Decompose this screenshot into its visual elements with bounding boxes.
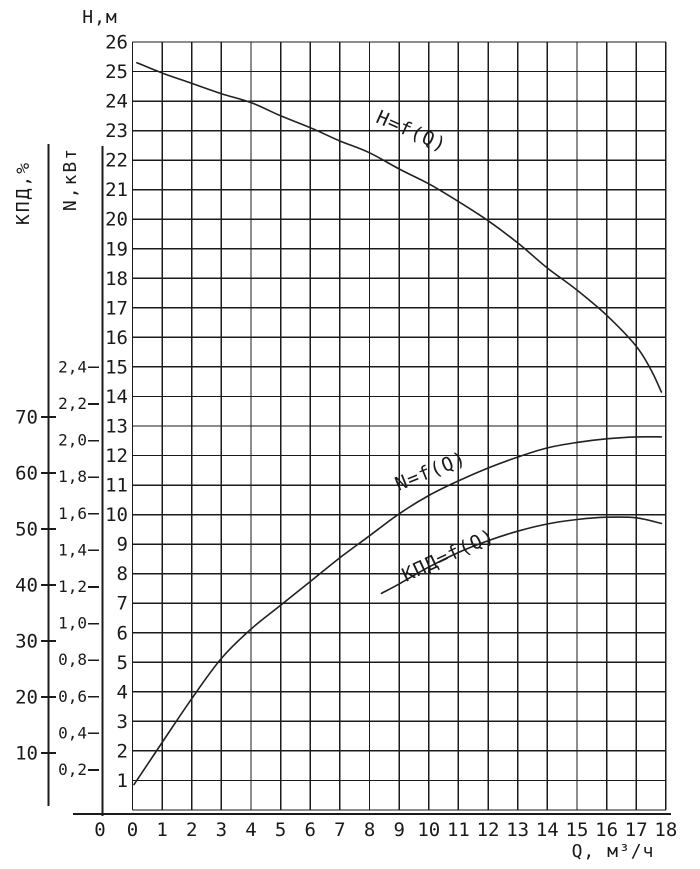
n-tick-label: 1,8 [58, 467, 87, 486]
q-tick-label: 9 [393, 819, 404, 841]
h-tick-label: 23 [105, 120, 128, 142]
q-tick-label: 0 [127, 819, 138, 841]
q-tick-label: 11 [447, 819, 470, 841]
n-tick-label: 2,4 [58, 357, 87, 376]
q-tick-label: 6 [305, 819, 316, 841]
curves [133, 61, 663, 786]
q-tick-label: 5 [275, 819, 286, 841]
curve-kpd [380, 516, 663, 595]
n-tick-label: 0,6 [58, 687, 87, 706]
q-tick-label: 16 [595, 819, 618, 841]
h-tick-label: 22 [105, 150, 128, 172]
kpd-tick-label: 10 [15, 743, 38, 765]
n-tick-label: 0,4 [58, 723, 87, 742]
q-tick-label: 3 [216, 819, 227, 841]
n-tick-label: 2,2 [58, 394, 87, 413]
q-tick-label: 13 [506, 819, 529, 841]
kpd-tick-label: 50 [15, 519, 38, 541]
n-tick-label: 2,0 [58, 431, 87, 450]
h-tick-label: 11 [105, 475, 128, 497]
grid [131, 41, 667, 811]
h-tick-label: 24 [105, 91, 128, 113]
h-tick-label: 16 [105, 327, 128, 349]
h-tick-label: 20 [105, 209, 128, 231]
h-tick-label: 9 [117, 534, 128, 556]
q-tick-label: 10 [417, 819, 440, 841]
n-tick-label: 1,6 [58, 504, 87, 523]
h-tick-label: 19 [105, 238, 128, 260]
n-tick-label: 0,8 [58, 650, 87, 669]
h-tick-label: 4 [117, 681, 128, 703]
h-tick-label: 18 [105, 268, 128, 290]
h-tick-label: 10 [105, 504, 128, 526]
q-axis-title: Q, м³/ч [572, 841, 655, 862]
curve-h [136, 61, 663, 393]
n-tick-label: 1,0 [58, 614, 87, 633]
n-tick-label: 1,2 [58, 577, 87, 596]
h-tick-label: 7 [117, 593, 128, 615]
h-tick-label: 1 [117, 770, 128, 792]
kpd-tick-label: 30 [15, 631, 38, 653]
q-tick-label: 15 [566, 819, 589, 841]
q-tick-label: 4 [245, 819, 256, 841]
n-tick-label: 1,4 [58, 540, 87, 559]
kpd-tick-label: 70 [15, 407, 38, 429]
q-tick-label: 17 [625, 819, 648, 841]
h-tick-label: 13 [105, 415, 128, 437]
kpd-axis-title: КПД,% [13, 161, 34, 225]
q-tick-label: 7 [334, 819, 345, 841]
n-axis-title: N,кВт [60, 147, 81, 211]
curve-label-h: H=f(Q) [373, 106, 450, 156]
q-tick-label: 1 [156, 819, 167, 841]
n-tick-label: 0,2 [58, 760, 87, 779]
curve-label-kpd: КПД=f(Q) [399, 525, 498, 587]
kpd-tick-label: 60 [15, 463, 38, 485]
q-tick-label: 8 [364, 819, 375, 841]
h-tick-label: 17 [105, 297, 128, 319]
h-tick-label: 14 [105, 386, 128, 408]
axis-lines [47, 144, 671, 816]
h-tick-label: 12 [105, 445, 128, 467]
h-tick-label: 8 [117, 563, 128, 585]
kpd-tick-label: 20 [15, 687, 38, 709]
q-tick-label: 14 [536, 819, 559, 841]
h-axis-title: Н,м [82, 7, 118, 28]
q-tick-label: 18 [654, 819, 677, 841]
h-tick-label: 2 [117, 740, 128, 762]
h-tick-label: 26 [105, 32, 128, 54]
curve-n [133, 435, 663, 786]
tick-marks-and-labels: 2625242322212019181716151413121110987654… [15, 32, 677, 842]
q-tick-label: 12 [477, 819, 500, 841]
aux-origin-zero: 0 [94, 819, 105, 841]
h-tick-label: 15 [105, 356, 128, 378]
q-tick-label: 2 [186, 819, 197, 841]
h-tick-label: 6 [117, 622, 128, 644]
h-tick-label: 21 [105, 179, 128, 201]
h-tick-label: 25 [105, 61, 128, 83]
kpd-tick-label: 40 [15, 575, 38, 597]
h-tick-label: 3 [117, 711, 128, 733]
h-tick-label: 5 [117, 652, 128, 674]
